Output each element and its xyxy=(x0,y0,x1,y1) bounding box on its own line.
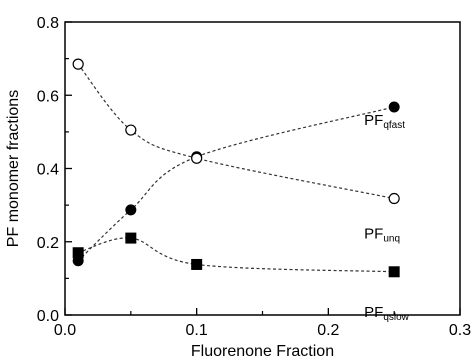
x-tick-label: 0.1 xyxy=(186,322,208,339)
data-point-qslow xyxy=(191,258,203,270)
data-point-unq xyxy=(388,192,400,205)
x-tick-label: 0.2 xyxy=(317,322,339,339)
series-curve-qslow xyxy=(77,237,395,273)
x-axis-label: Fluorenone Fraction xyxy=(191,343,334,360)
data-point-qslow xyxy=(125,232,137,244)
series-label-unq: PFunq xyxy=(364,225,400,244)
y-tick-label: 0.2 xyxy=(37,235,59,252)
x-tick-label: 0.0 xyxy=(54,322,76,339)
series-label-qslow: PFqslow xyxy=(364,304,410,323)
data-point-qslow xyxy=(72,247,84,259)
y-tick-label: 0.6 xyxy=(37,88,59,105)
x-tick-label: 0.3 xyxy=(449,322,471,339)
data-point-qslow xyxy=(388,266,400,278)
y-axis-label: PF monomer fractions xyxy=(5,90,22,247)
series-label-qfast: PFqfast xyxy=(364,112,405,131)
data-point-unq xyxy=(191,152,203,164)
y-tick-label: 0.4 xyxy=(37,162,59,179)
y-tick-label: 0.0 xyxy=(37,308,59,325)
plot-area: 0.0 0.1 0.2 0.3 0.0 0.2 0.4 0.6 0.8 PFqfast PFunq P… xyxy=(37,15,471,339)
data-point-qfast xyxy=(388,101,400,113)
series-curve-unq xyxy=(77,63,395,200)
y-tick-label: 0.8 xyxy=(37,15,59,32)
data-point-unq xyxy=(72,58,84,70)
data-point-unq xyxy=(125,124,137,136)
data-point-qfast xyxy=(125,204,137,216)
plot-frame xyxy=(64,21,461,316)
